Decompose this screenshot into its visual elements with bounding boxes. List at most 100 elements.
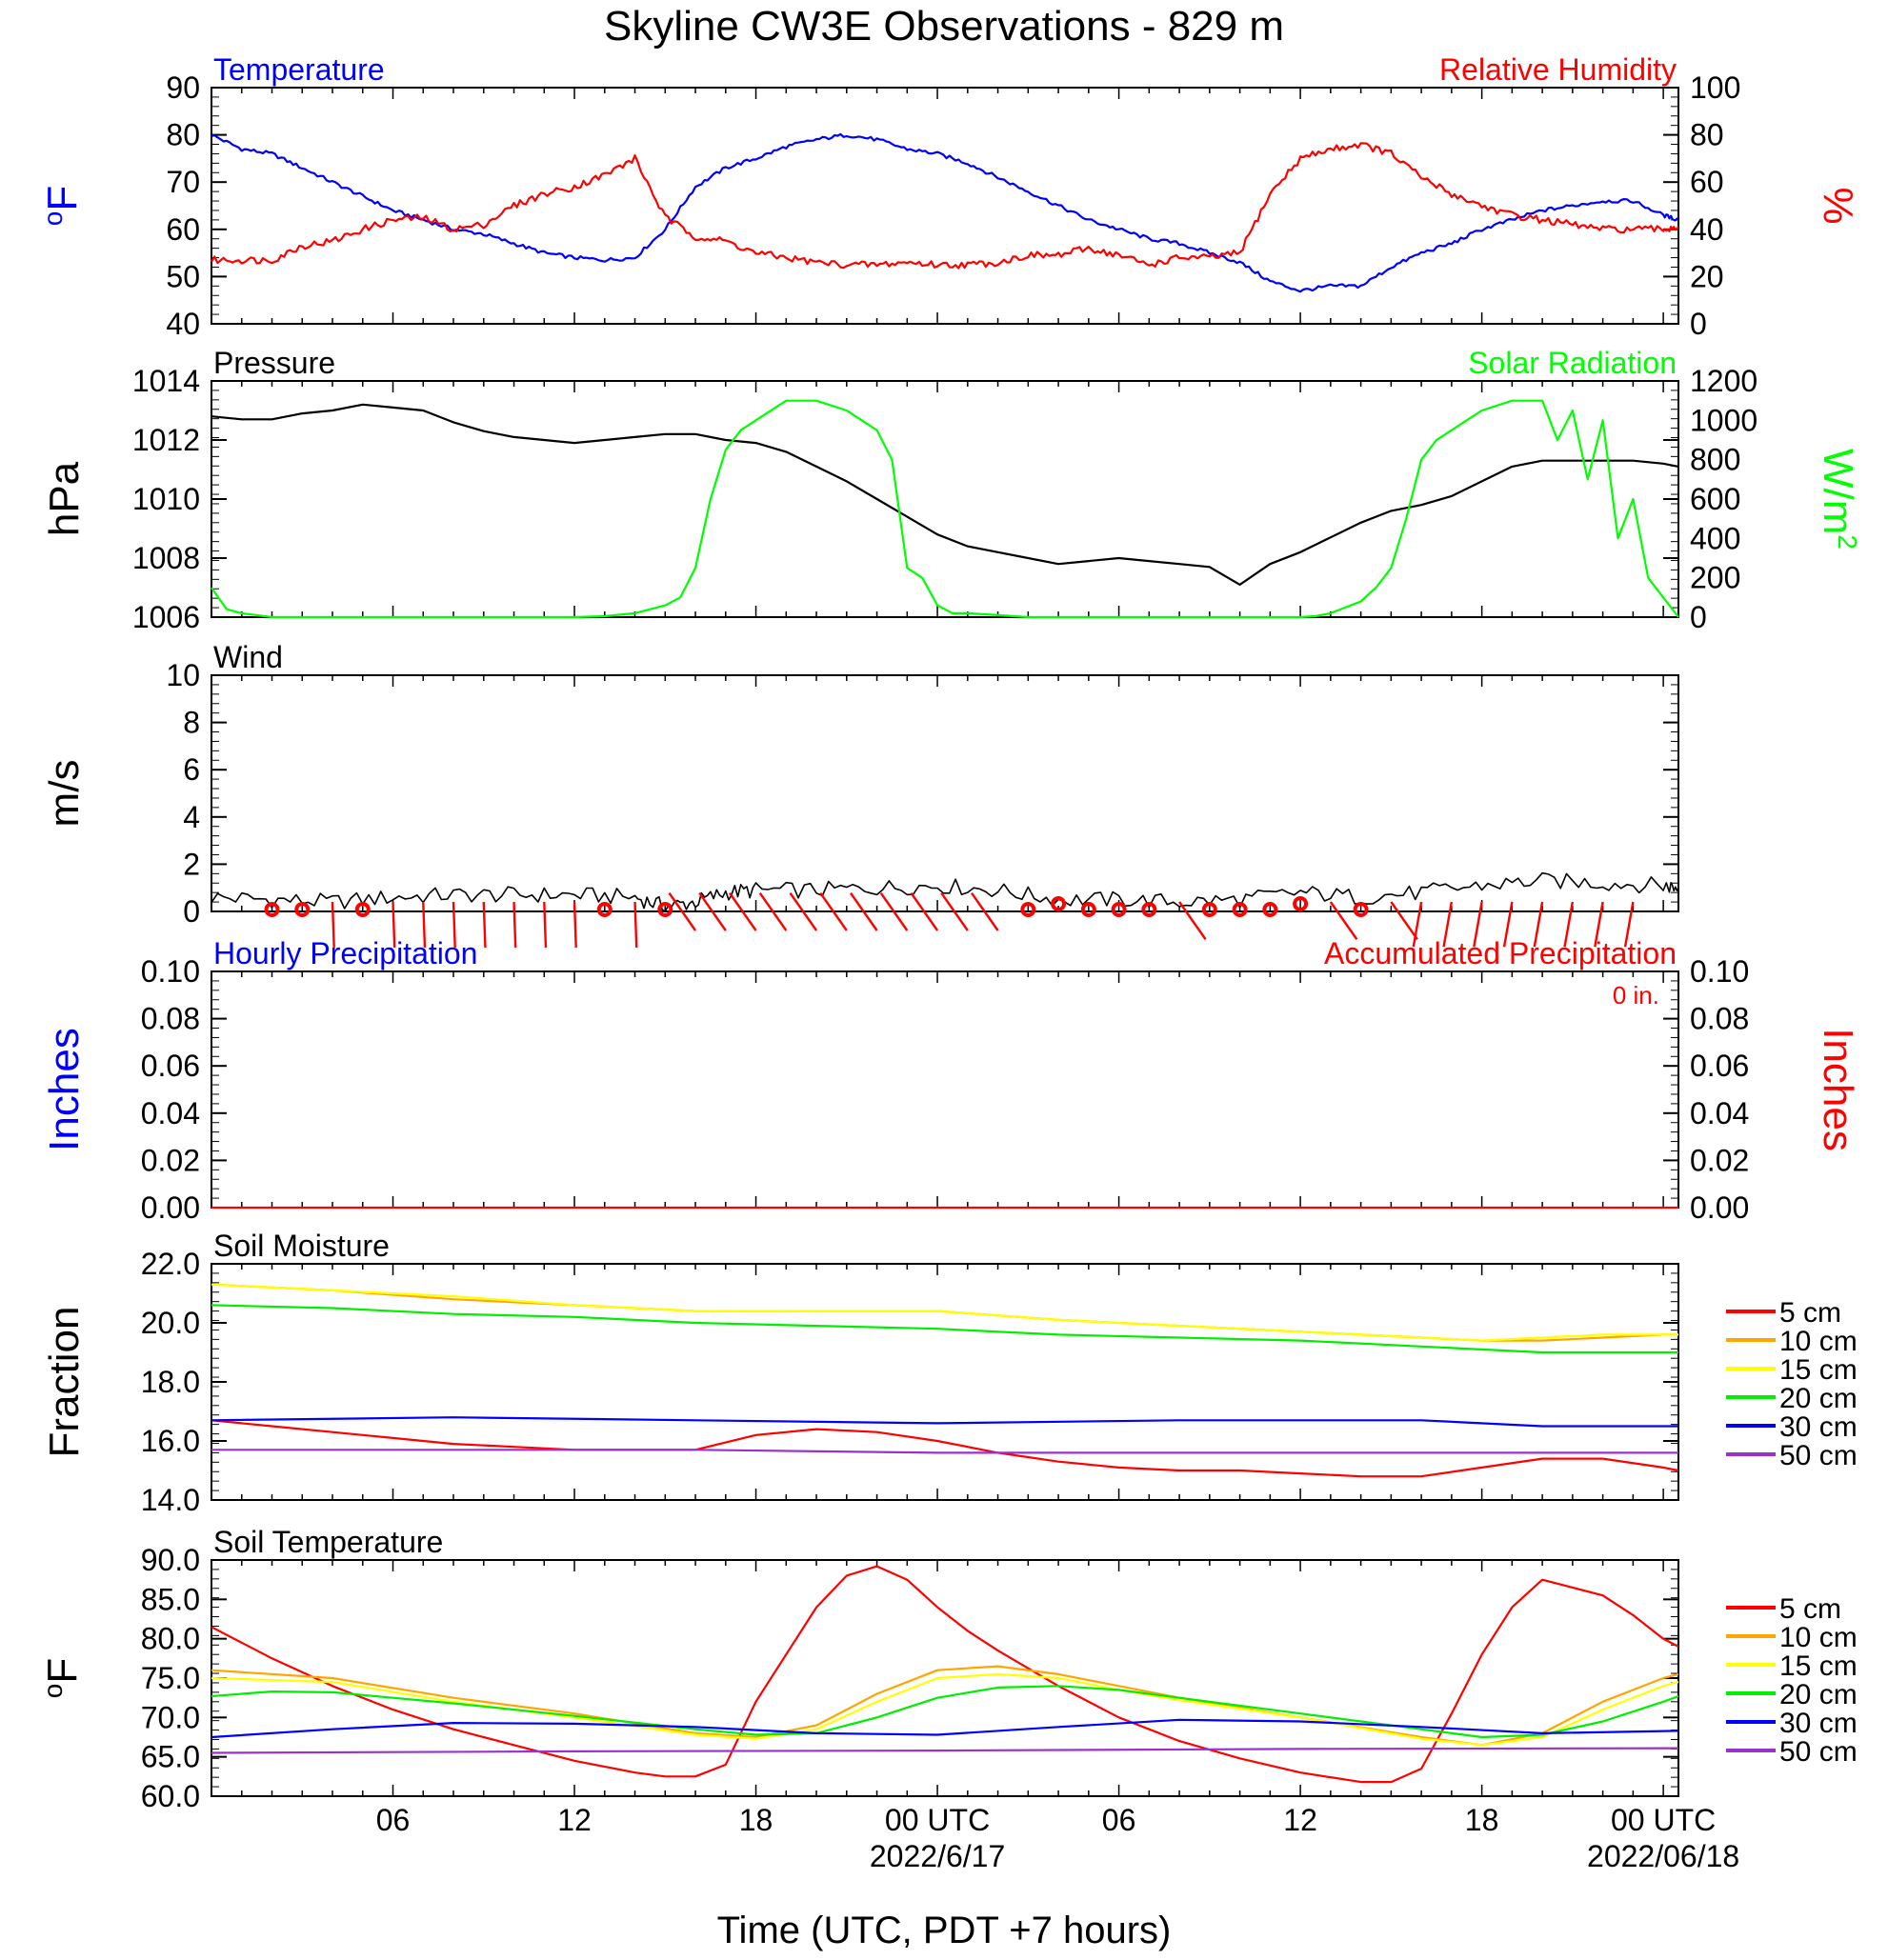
y-tick-label-left: 60.0 [141, 1779, 200, 1813]
wind-barb [1329, 901, 1358, 941]
x-tick-label: 00 UTC [1611, 1803, 1716, 1837]
y-tick-label-right: 80 [1690, 118, 1724, 152]
x-tick-label: 18 [739, 1803, 773, 1837]
wind-barb [1442, 901, 1454, 948]
soil-moisture-panel: 14.0 16.0 18.0 20.0 22.0 Soil Moisture Fractio… [41, 1229, 1858, 1517]
y-tick-label-left: 14.0 [141, 1483, 200, 1517]
y-tick-label-left: 70.0 [141, 1700, 200, 1734]
y-tick-label-right: 0.06 [1690, 1049, 1749, 1083]
y-tick-label-left: 2 [183, 847, 200, 881]
y-axis-label-left: m/s [41, 760, 88, 828]
unit-wm: W/m [1815, 449, 1861, 534]
y-tick-label-left: 0.04 [141, 1096, 200, 1130]
panel-title-left: Pressure [213, 346, 335, 380]
soil-temperature-panel: 60.0 65.0 70.0 75.0 80.0 85.0 90.0 Soil Tempera… [38, 1525, 1858, 1813]
wind-barb [971, 891, 999, 931]
wind-barb [668, 891, 697, 931]
y-tick-label-left: 50 [166, 259, 200, 293]
panel-subtitle-right: 0 in. [1613, 981, 1659, 1010]
calm-wind-marker [1080, 902, 1096, 917]
legend-label: 5 cm [1779, 1297, 1841, 1329]
wind-barb [572, 901, 577, 949]
series-line-50-cm [211, 1747, 1679, 1754]
y-tick-label-left: 0.02 [141, 1143, 200, 1177]
panel-title-left: Wind [213, 640, 283, 674]
y-tick-label-right: 0 [1690, 307, 1707, 341]
y-tick-label-right: 600 [1690, 482, 1740, 516]
y-axis-label-left: Fraction [41, 1307, 88, 1458]
series-line-wind [211, 871, 1679, 912]
y-tick-label-left: 18.0 [141, 1365, 200, 1399]
legend-label: 15 cm [1779, 1650, 1858, 1682]
series-line-50-cm [211, 1449, 1678, 1454]
panel-title-right: Solar Radiation [1468, 346, 1677, 380]
y-tick-label-left: 40 [166, 307, 200, 341]
legend-label: 50 cm [1779, 1736, 1858, 1768]
panel-title-left: Soil Temperature [213, 1525, 443, 1559]
legend-label: 30 cm [1779, 1708, 1858, 1739]
y-tick-label-left: 20.0 [141, 1306, 200, 1340]
y-tick-label-left: 1012 [132, 423, 200, 457]
series-line-temperature [211, 132, 1679, 293]
series-line-15-cm [211, 1283, 1678, 1342]
y-axis-label-right: Inches [1815, 1028, 1861, 1151]
y-axis-label-right: % [1815, 187, 1861, 224]
degree-sup: o [38, 211, 68, 227]
y-tick-label-left: 10 [166, 658, 200, 692]
wind-barb [1412, 901, 1423, 948]
y-tick-label-left: 80.0 [141, 1622, 200, 1656]
wind-barb [910, 891, 939, 931]
y-tick-label-right: 0.00 [1690, 1190, 1749, 1225]
y-tick-label-right: 400 [1690, 521, 1740, 555]
wind-barb [1623, 901, 1635, 948]
wind-barb [940, 891, 969, 931]
calm-wind-marker [1232, 902, 1248, 917]
series-line-5-cm [211, 1419, 1679, 1478]
plot-frame [211, 1263, 1679, 1501]
legend-label: 20 cm [1779, 1679, 1858, 1710]
wind-barb [1563, 901, 1575, 948]
y-tick-label-left: 22.0 [141, 1247, 200, 1281]
panel-title-right: Accumulated Precipitation [1324, 936, 1677, 970]
wind-barb [422, 901, 427, 949]
calm-wind-marker [1293, 896, 1309, 911]
x-axis-label: Time (UTC, PDT +7 hours) [717, 1910, 1172, 1951]
legend-label: 50 cm [1779, 1440, 1858, 1471]
y-tick-label-right: 0.08 [1690, 1002, 1749, 1036]
y-tick-label-right: 0.04 [1690, 1096, 1749, 1130]
degree-sup: o [38, 1684, 68, 1699]
wind-barb [1594, 901, 1604, 948]
panel-title-left: Temperature [213, 52, 385, 87]
wind-barb [452, 901, 456, 949]
calm-wind-marker [1020, 902, 1036, 917]
y-tick-label-left: 4 [183, 800, 200, 834]
series-line-20-cm [211, 1304, 1678, 1354]
x-tick-label: 00 UTC [885, 1803, 990, 1837]
y-tick-label-left: 16.0 [141, 1424, 200, 1458]
wind-barb [1178, 901, 1207, 941]
wind-barb [1502, 901, 1514, 948]
x-tick-date-label: 2022/6/17 [870, 1839, 1005, 1873]
y-tick-label-left: 85.0 [141, 1582, 200, 1616]
y-tick-label-left: 0 [183, 894, 200, 929]
wind-barb [850, 891, 878, 931]
wind-barb [1390, 901, 1418, 941]
y-axis-label-left: hPa [41, 461, 88, 536]
wind-barb [543, 901, 548, 949]
y-axis-label-left: oF [38, 186, 87, 226]
x-tick-label: 06 [376, 1803, 411, 1837]
y-tick-label-left: 0.08 [141, 1002, 200, 1036]
series-line-20-cm [211, 1685, 1679, 1739]
y-tick-label-left: 8 [183, 706, 200, 740]
temperature-humidity-panel: 40 50 60 70 80 90 0 20 40 60 80 100 Temperature Relat… [38, 52, 1862, 341]
x-tick-label: 12 [557, 1803, 592, 1837]
wind-barb [879, 891, 909, 931]
y-tick-label-right: 800 [1690, 443, 1740, 477]
y-tick-label-left: 0.06 [141, 1049, 200, 1083]
wind-barb [758, 891, 788, 931]
y-tick-label-right: 200 [1690, 561, 1740, 595]
y-tick-label-left: 75.0 [141, 1661, 200, 1695]
x-tick-date-label: 2022/06/18 [1587, 1839, 1739, 1873]
